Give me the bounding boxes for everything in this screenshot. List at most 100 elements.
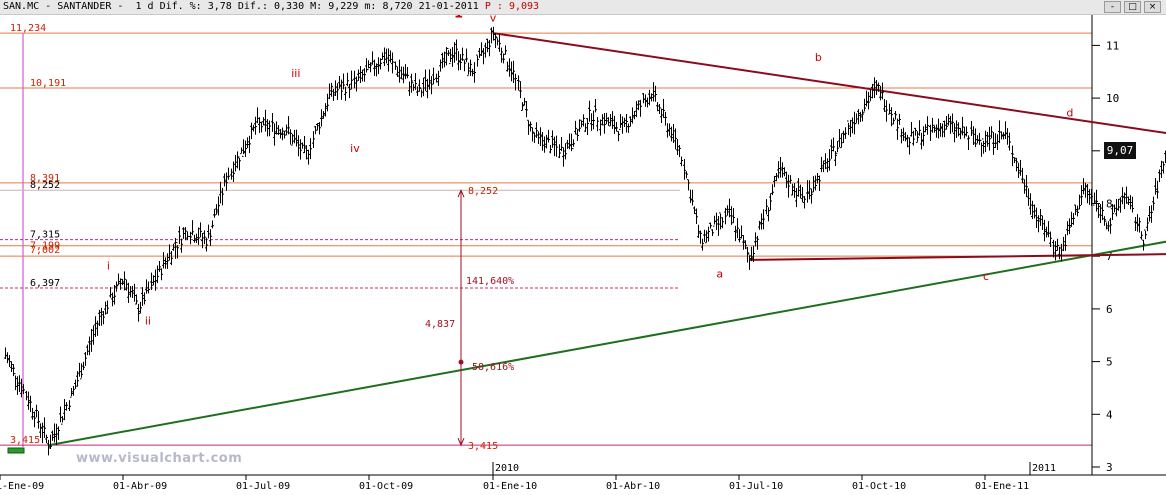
- ohlc-bar: [1121, 187, 1124, 205]
- ohlc-bar: [865, 90, 868, 107]
- ohlc-bar: [281, 127, 284, 141]
- ohlc-bar: [578, 119, 581, 132]
- ohlc-bar: [14, 373, 17, 391]
- ohlc-bar: [31, 407, 34, 420]
- ohlc-bar: [1113, 204, 1116, 213]
- ohlc-bar: [752, 245, 755, 262]
- ohlc-bar: [65, 402, 68, 411]
- ohlc-bar: [615, 121, 618, 132]
- ohlc-bar: [385, 48, 388, 64]
- ohlc-bar: [164, 257, 167, 269]
- ohlc-bar: [102, 311, 105, 325]
- quote-info-line: SAN.MC - SANTANDER - 1 d Dif. %: 3,78 Di…: [3, 1, 540, 12]
- y-tick-label: 3: [1106, 461, 1113, 474]
- ohlc-bar: [113, 285, 116, 305]
- ohlc-bar: [303, 136, 306, 154]
- plot-area: [0, 15, 1092, 475]
- ohlc-bar: [74, 379, 77, 389]
- ohlc-bar: [207, 224, 210, 239]
- maximize-button[interactable]: □: [1124, 1, 1141, 13]
- ohlc-bar: [1066, 221, 1069, 236]
- ohlc-bar: [689, 189, 692, 203]
- ohlc-bar: [394, 61, 397, 70]
- ohlc-bar: [857, 109, 860, 125]
- ohlc-bar: [139, 301, 142, 314]
- ohlc-bar: [531, 127, 534, 142]
- ohlc-bar: [1037, 215, 1040, 233]
- ohlc-bar: [330, 82, 333, 97]
- ohlc-bar: [1152, 196, 1155, 211]
- ohlc-bar: [875, 79, 878, 95]
- ohlc-bar: [387, 48, 390, 72]
- ohlc-bar: [705, 230, 708, 244]
- ohlc-bar: [742, 235, 745, 250]
- ohlc-bar: [826, 158, 829, 173]
- ohlc-bar: [959, 127, 962, 140]
- x-tick-label: 01-Oct-09: [359, 481, 413, 492]
- x-tick-label: 01-Abr-09: [113, 481, 167, 492]
- ohlc-bar: [1158, 169, 1161, 183]
- ohlc-bar: [529, 121, 532, 132]
- ohlc-bar: [426, 78, 429, 99]
- ohlc-bar: [76, 371, 79, 387]
- wave-label: d: [1066, 107, 1073, 120]
- ohlc-bar: [1148, 205, 1151, 222]
- ohlc-bar: [10, 361, 13, 372]
- ohlc-bar: [18, 375, 21, 393]
- ohlc-bar: [262, 117, 265, 126]
- ohlc-bar: [285, 124, 288, 136]
- y-tick-label: 5: [1106, 356, 1113, 369]
- ohlc-bar: [416, 86, 419, 97]
- ohlc-bar: [1117, 198, 1120, 211]
- ohlc-bar: [793, 182, 796, 198]
- ohlc-bar: [1047, 221, 1050, 238]
- minimize-button[interactable]: -: [1104, 1, 1121, 13]
- ohlc-bar: [441, 52, 444, 69]
- price-value: 9,093: [508, 1, 540, 12]
- ohlc-bar: [1097, 203, 1100, 218]
- ohlc-bar: [1119, 197, 1122, 213]
- wave-label: a: [716, 267, 723, 280]
- close-button[interactable]: ×: [1144, 1, 1161, 13]
- ohlc-bar: [295, 129, 298, 147]
- ohlc-bar: [1070, 211, 1073, 227]
- ohlc-bar: [953, 123, 956, 143]
- ohlc-bar: [652, 82, 655, 102]
- ohlc-bar: [367, 60, 370, 71]
- ohlc-bar: [496, 37, 499, 46]
- ohlc-bar: [309, 138, 312, 160]
- ohlc-bar: [127, 282, 130, 304]
- ohlc-bar: [908, 137, 911, 155]
- ohlc-bar: [1072, 212, 1075, 225]
- ohlc-bar: [1095, 189, 1098, 212]
- ohlc-bar: [883, 98, 886, 112]
- ohlc-bar: [143, 292, 146, 305]
- ohlc-bar: [814, 175, 817, 191]
- ohlc-bar: [1099, 203, 1102, 224]
- ohlc-bar: [80, 363, 83, 380]
- ohlc-bar: [1078, 194, 1081, 210]
- ohlc-bar: [512, 60, 515, 84]
- ohlc-bar: [340, 79, 343, 100]
- ohlc-bar: [1084, 182, 1087, 198]
- ohlc-bar: [648, 89, 651, 106]
- ohlc-bar: [756, 235, 759, 250]
- ohlc-bar: [350, 70, 353, 90]
- ohlc-bar: [789, 175, 792, 184]
- ohlc-bar: [242, 139, 245, 157]
- ohlc-bar: [1125, 186, 1128, 204]
- ohlc-bar: [502, 53, 505, 64]
- level-label: 7,315: [30, 230, 60, 241]
- ohlc-bar: [1154, 178, 1157, 195]
- ohlc-bar: [445, 47, 448, 66]
- ohlc-bar: [100, 307, 103, 326]
- ohlc-bar: [312, 131, 315, 148]
- measure-midpoint: [458, 359, 464, 365]
- ohlc-bar: [469, 59, 472, 76]
- ohlc-bar: [785, 171, 788, 188]
- ohlc-bar: [1008, 132, 1011, 151]
- x-tick-label: 01-Ene-09: [0, 481, 44, 492]
- x-tick-label: 01-Ene-10: [483, 481, 537, 492]
- ohlc-bar: [521, 102, 524, 112]
